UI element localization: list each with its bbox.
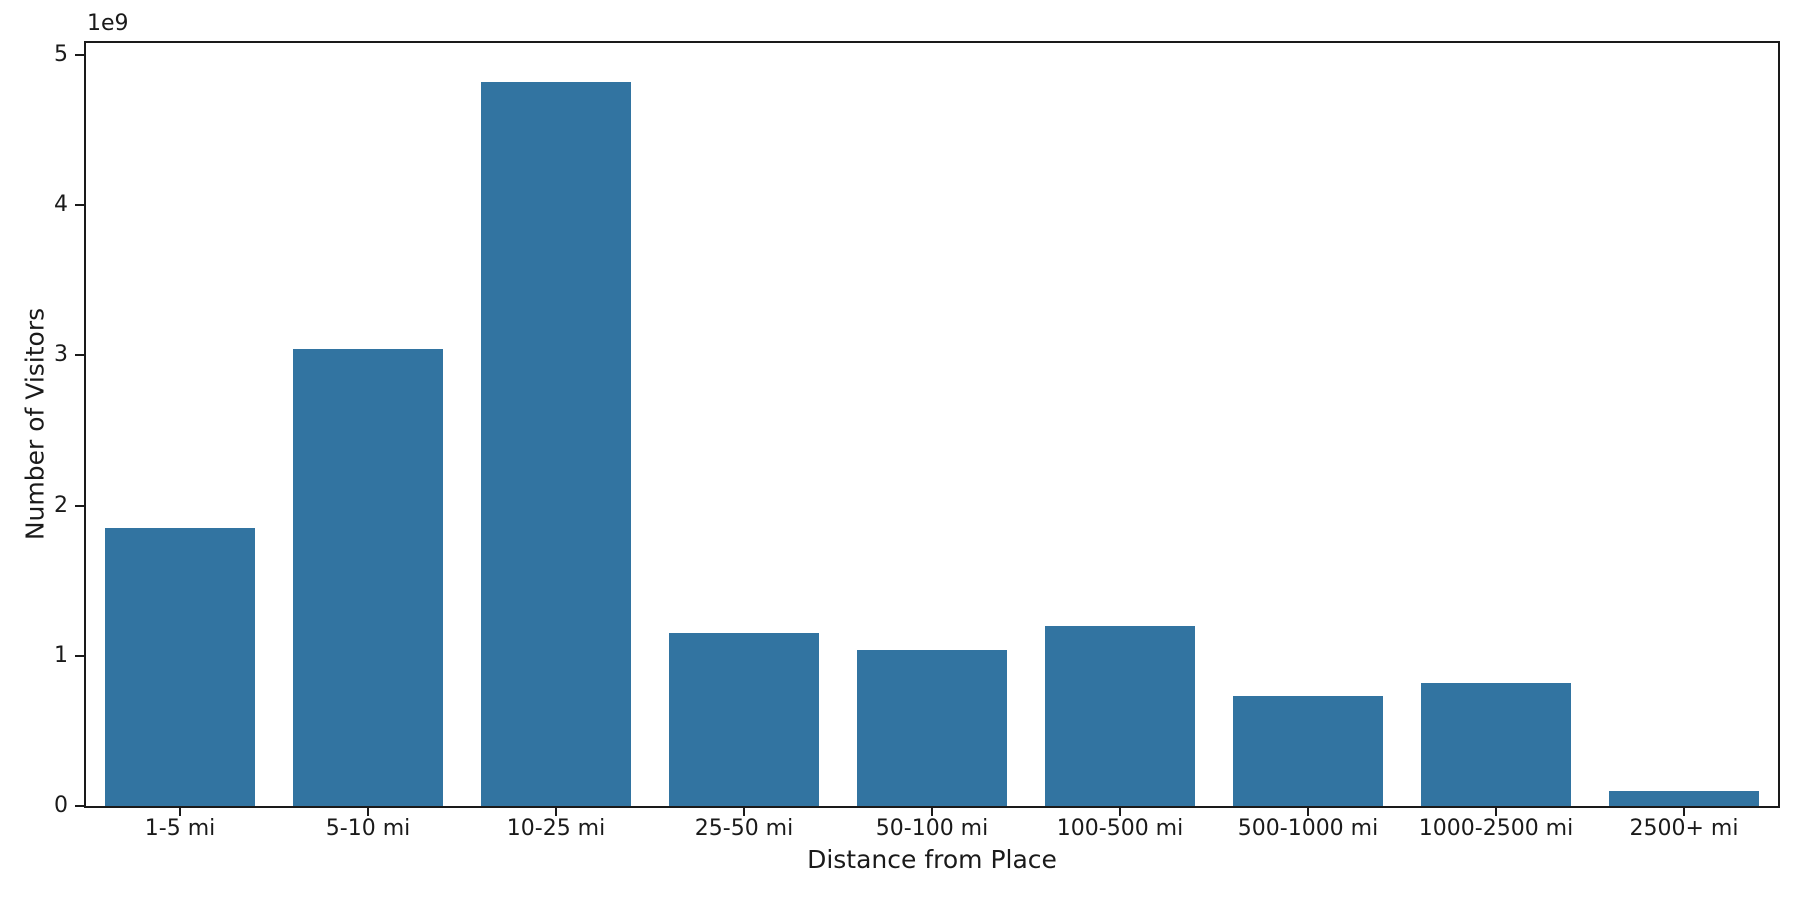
y-tick-mark: [75, 354, 84, 357]
x-tick-label: 10-25 mi: [506, 816, 606, 841]
bar: [856, 650, 1008, 806]
x-axis-label: Distance from Place: [807, 845, 1057, 874]
x-tick-label: 1-5 mi: [144, 816, 216, 841]
x-tick-mark: [179, 806, 181, 816]
x-tick-label: 100-500 mi: [1056, 816, 1184, 841]
x-tick-label: 50-100 mi: [875, 816, 989, 841]
bar: [668, 633, 820, 806]
x-tick-mark: [743, 806, 745, 816]
bar: [1232, 696, 1384, 806]
y-tick-mark: [75, 805, 84, 807]
x-tick-mark: [367, 806, 369, 816]
x-tick-label: 2500+ mi: [1629, 816, 1739, 841]
bar: [1608, 791, 1760, 806]
x-tick-label: 5-10 mi: [325, 816, 411, 841]
y-tick-label: 3: [54, 342, 68, 368]
y-tick-label: 0: [54, 793, 68, 818]
y-axis-offset-label: 1e9: [87, 11, 129, 36]
plot-area: 1-5 mi 5-10 mi 10-25 mi 25-50 mi 50-100 mi 10…: [54, 41, 1780, 840]
x-tick-mark: [931, 806, 933, 816]
y-tick-label: 5: [54, 42, 68, 68]
y-tick-mark: [75, 204, 84, 207]
bar: [104, 528, 256, 806]
x-tick-label: 1000-2500 mi: [1418, 816, 1574, 841]
y-tick-label: 4: [54, 192, 68, 218]
x-tick-label: 25-50 mi: [694, 816, 794, 841]
x-tick-label: 500-1000 mi: [1237, 816, 1379, 841]
bar: [480, 82, 632, 806]
x-tick-mark: [1683, 806, 1685, 816]
y-tick-label: 1: [54, 642, 68, 668]
y-tick-mark: [75, 654, 84, 657]
x-tick-mark: [1307, 806, 1309, 816]
y-tick-mark: [75, 504, 84, 507]
x-tick-mark: [555, 806, 557, 816]
bar: [292, 349, 444, 806]
bar: [1044, 626, 1196, 806]
y-axis-label: Number of Visitors: [20, 307, 50, 541]
y-tick-label: 2: [54, 492, 68, 518]
y-tick-mark: [75, 54, 84, 57]
x-tick-mark: [1495, 806, 1497, 816]
x-tick-mark: [1119, 806, 1121, 816]
bar: [1420, 683, 1572, 806]
